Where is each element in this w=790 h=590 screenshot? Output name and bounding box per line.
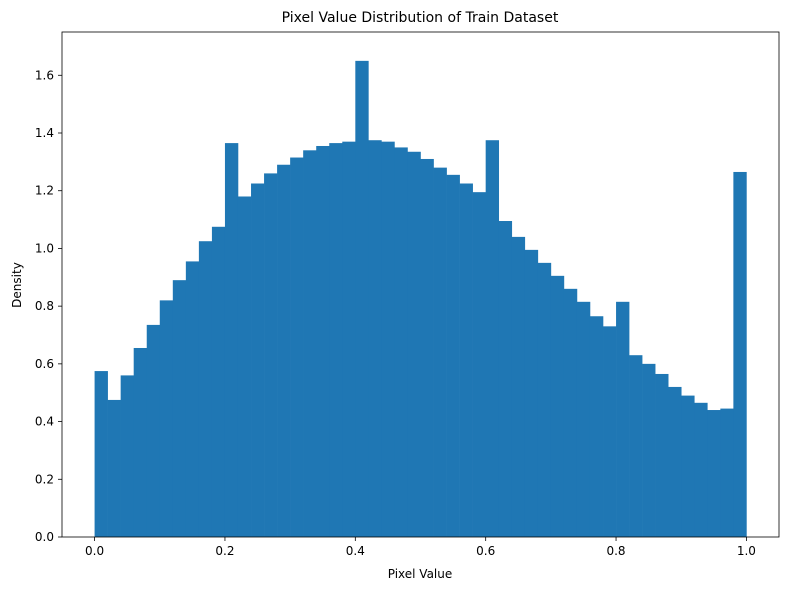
x-axis: 0.0 0.2 0.4 0.6 0.8 1.0 <box>85 537 756 558</box>
histogram-bar <box>381 141 395 537</box>
x-tick-label: 0.4 <box>346 544 365 558</box>
plot-frame <box>61 31 780 538</box>
y-tick-label: 0.0 <box>35 530 54 544</box>
histogram-bar <box>120 375 134 537</box>
histogram-bar <box>642 363 656 537</box>
histogram-bar <box>133 347 148 537</box>
x-tick-label: 0.0 <box>85 544 104 558</box>
y-axis: 0.0 0.2 0.4 0.6 0.8 1.0 1.2 1.4 1.6 <box>35 68 62 544</box>
histogram-bar <box>355 60 369 538</box>
chart-title: Pixel Value Distribution of Train Datase… <box>282 10 559 26</box>
histogram-bar <box>172 280 187 537</box>
histogram-bar <box>485 140 500 537</box>
histogram-bar <box>368 140 382 537</box>
y-tick-label: 1.0 <box>35 241 54 255</box>
histogram-bar <box>159 300 174 537</box>
y-tick-label: 1.2 <box>35 184 54 198</box>
x-tick-label: 0.8 <box>606 544 625 558</box>
y-tick-label: 0.4 <box>35 415 54 429</box>
histogram-bar <box>224 143 239 537</box>
histogram-bar <box>303 150 317 537</box>
histogram-bar <box>524 249 539 537</box>
histogram-bar <box>472 192 486 537</box>
histogram-bar <box>694 402 708 537</box>
histogram-bar <box>681 395 695 537</box>
histogram-bar <box>433 167 447 537</box>
histogram-bar <box>550 275 565 537</box>
y-tick-label: 0.8 <box>35 299 54 313</box>
histogram-bar <box>668 386 682 537</box>
histogram-bar <box>290 157 304 537</box>
histogram-bar <box>407 151 421 537</box>
histogram-bar <box>264 173 278 537</box>
histogram-bar <box>603 326 617 537</box>
histogram-bar <box>537 262 552 537</box>
histogram-bar <box>720 408 734 537</box>
y-axis-label: Density <box>10 262 24 308</box>
histogram-bar <box>237 196 252 538</box>
histogram-bar <box>277 164 291 538</box>
histogram-bar <box>655 373 669 537</box>
y-tick-label: 1.4 <box>35 126 54 140</box>
histogram-bar <box>498 221 513 537</box>
histogram-bar <box>211 226 226 538</box>
y-tick-label: 1.6 <box>35 68 54 82</box>
histogram-bar <box>733 171 747 537</box>
histogram-bar <box>629 355 643 537</box>
bars-group <box>94 60 747 538</box>
histogram-bar <box>198 241 213 537</box>
histogram-bar <box>616 301 630 537</box>
histogram-bar <box>459 183 473 537</box>
x-axis-label: Pixel Value <box>388 567 453 581</box>
x-tick-label: 0.2 <box>215 544 234 558</box>
x-tick-label: 1.0 <box>737 544 756 558</box>
histogram-bar <box>589 316 604 537</box>
histogram-bar <box>511 236 526 537</box>
histogram-bar <box>394 147 408 537</box>
histogram-bar <box>420 158 434 537</box>
histogram-bar <box>185 261 200 537</box>
histogram-bar <box>94 371 108 537</box>
histogram-bar <box>342 141 356 537</box>
histogram-bar <box>563 288 578 537</box>
y-tick-label: 0.6 <box>35 357 54 371</box>
histogram-bar <box>107 399 121 537</box>
x-tick-label: 0.6 <box>476 544 495 558</box>
y-tick-label: 0.2 <box>35 472 54 486</box>
histogram-bar <box>576 301 591 537</box>
histogram-bar <box>316 145 330 538</box>
histogram-bar <box>146 324 161 537</box>
histogram-bar <box>329 143 343 537</box>
histogram-bar <box>707 410 721 537</box>
histogram-bar <box>446 174 460 537</box>
histogram-bar <box>251 183 265 537</box>
